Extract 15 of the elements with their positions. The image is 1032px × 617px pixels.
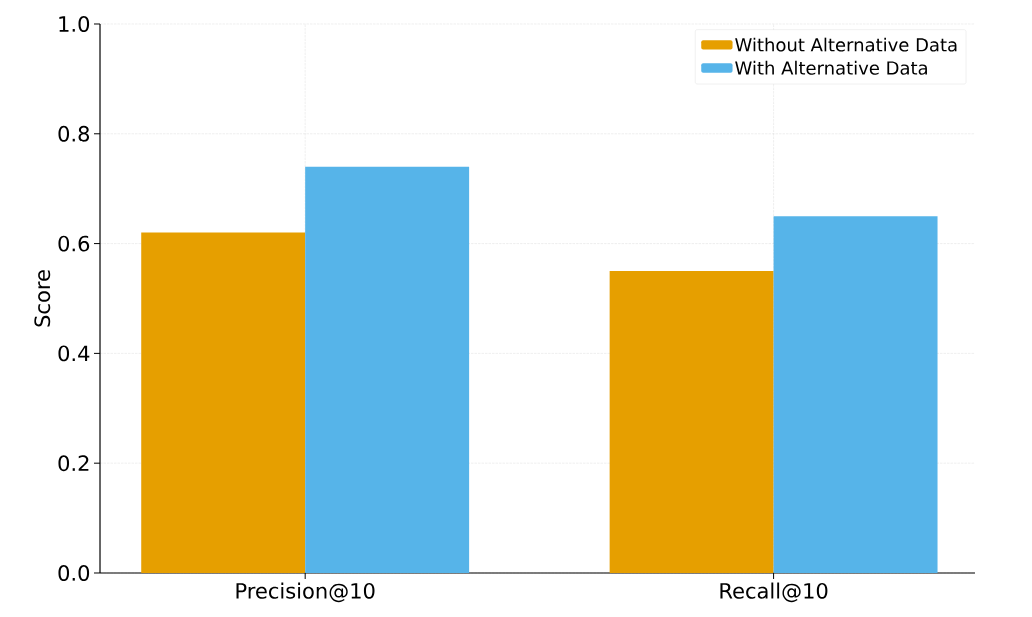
x-tick-label: Recall@10 bbox=[720, 582, 828, 603]
x-tick-label: Precision@10 bbox=[236, 582, 375, 603]
y-tick-label: 0.0 bbox=[58, 565, 90, 581]
bar bbox=[773, 216, 938, 573]
y-tick-label: 0.4 bbox=[58, 345, 90, 362]
y-tick-label: 0.2 bbox=[58, 455, 89, 472]
y-tick-label: 0.6 bbox=[58, 235, 90, 252]
bar bbox=[609, 271, 774, 573]
y-axis-title: Score bbox=[34, 270, 51, 327]
bar bbox=[305, 166, 470, 573]
legend-label: Without Alternative Data bbox=[735, 37, 957, 52]
y-tick-label: 1.0 bbox=[59, 16, 90, 32]
bar bbox=[141, 232, 306, 573]
y-tick-label: 0.8 bbox=[58, 125, 90, 142]
legend-label: With Alternative Data bbox=[735, 60, 927, 75]
